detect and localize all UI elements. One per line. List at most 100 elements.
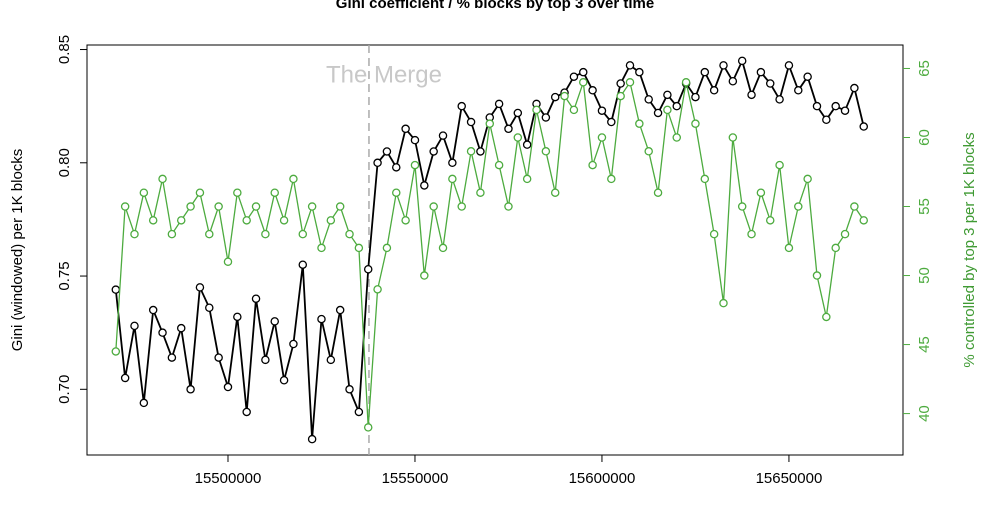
point: [242, 407, 251, 417]
point: [616, 91, 625, 101]
point: [457, 202, 466, 211]
point: [438, 243, 448, 253]
point: [616, 79, 625, 88]
point: [532, 105, 541, 115]
point: [840, 106, 850, 115]
point: [120, 202, 130, 211]
point: [214, 202, 223, 211]
point: [719, 298, 728, 308]
point: [765, 79, 775, 88]
point: [261, 355, 270, 365]
point: [158, 328, 167, 337]
point: [148, 305, 158, 315]
point: [653, 108, 663, 118]
point: [317, 314, 326, 324]
point: [205, 303, 214, 313]
point: [382, 147, 392, 156]
point: [326, 216, 336, 225]
point: [111, 285, 121, 294]
point: [130, 229, 139, 239]
point: [784, 243, 794, 253]
point: [401, 124, 410, 134]
point: [737, 56, 747, 66]
point: [681, 78, 691, 87]
point: [597, 106, 607, 115]
y-tick-label: 0.80: [56, 148, 73, 177]
point: [737, 202, 747, 211]
point: [747, 90, 756, 100]
point: [803, 174, 812, 184]
point: [775, 95, 784, 104]
point: [279, 216, 289, 225]
point: [794, 202, 803, 211]
point: [672, 101, 681, 111]
point: [158, 174, 167, 184]
y2-tick-label: 55: [916, 198, 933, 215]
point: [784, 61, 794, 70]
point: [663, 90, 672, 100]
point: [765, 216, 775, 225]
point: [859, 216, 868, 225]
point: [709, 229, 719, 239]
point: [625, 78, 635, 87]
point: [438, 131, 448, 140]
point: [176, 216, 186, 225]
point: [233, 188, 242, 197]
point: [279, 375, 289, 385]
point: [541, 113, 551, 122]
y2-axis-label: % controlled by top 3 per 1K blocks: [961, 132, 978, 367]
point: [644, 95, 653, 104]
chart-title: Gini coefficient / % blocks by top 3 ove…: [336, 0, 654, 12]
point: [233, 312, 242, 322]
point: [560, 91, 569, 101]
y-tick-label: 0.75: [56, 261, 73, 290]
y2-tick-label: 40: [916, 405, 933, 422]
point: [635, 119, 644, 128]
point: [448, 174, 457, 184]
point: [251, 294, 261, 303]
point: [812, 271, 822, 280]
point: [186, 202, 195, 211]
point: [392, 163, 401, 172]
point: [831, 101, 840, 111]
point: [476, 188, 485, 197]
point: [812, 101, 822, 111]
point: [373, 158, 382, 168]
x-tick-label: 15650000: [756, 470, 823, 487]
point: [541, 147, 551, 156]
point: [289, 339, 298, 349]
point: [326, 355, 336, 365]
point: [429, 202, 438, 211]
point: [261, 229, 270, 239]
point: [504, 124, 513, 134]
y-tick-label: 0.85: [56, 35, 73, 64]
point: [345, 229, 354, 239]
point: [354, 243, 364, 253]
point: [504, 202, 513, 211]
point: [485, 119, 495, 128]
point: [579, 78, 588, 87]
point: [691, 119, 700, 128]
point: [728, 76, 738, 86]
y2-tick-label: 50: [916, 267, 933, 284]
point: [307, 434, 317, 444]
point: [139, 188, 149, 197]
point: [850, 202, 859, 211]
point: [130, 321, 139, 331]
y-tick-label: 0.70: [56, 375, 73, 404]
point: [550, 92, 560, 102]
point: [167, 353, 177, 362]
point: [139, 398, 149, 408]
point: [607, 174, 616, 184]
x-tick-label: 15500000: [195, 470, 262, 487]
point: [653, 188, 663, 197]
point: [747, 229, 756, 239]
point: [466, 117, 476, 127]
point: [120, 373, 130, 383]
point: [756, 67, 766, 77]
point: [335, 202, 345, 211]
point: [448, 158, 457, 168]
point: [859, 122, 868, 131]
point: [719, 61, 728, 70]
point: [803, 72, 812, 81]
